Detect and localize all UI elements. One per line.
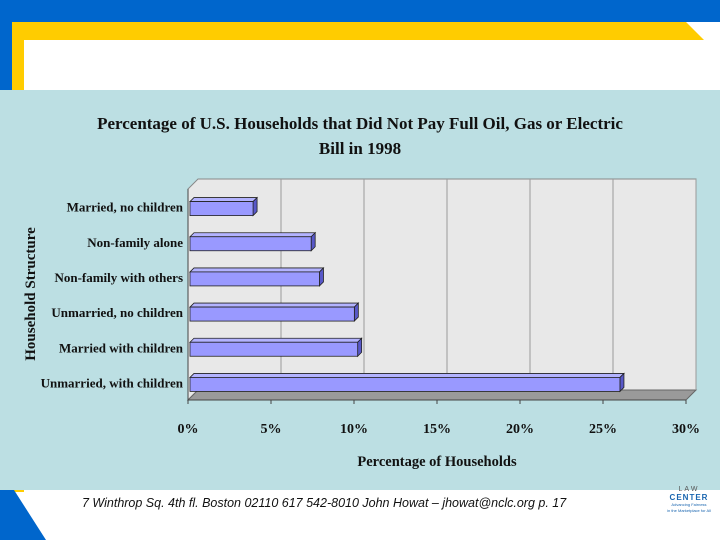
x-tick-label: 15% xyxy=(423,422,451,437)
category-label: Non-family with others xyxy=(54,270,183,285)
bar-top xyxy=(189,267,325,273)
frame-blue-top xyxy=(0,0,720,22)
chart-panel: Percentage of U.S. Households that Did N… xyxy=(0,90,720,490)
category-label: Married, no children xyxy=(67,200,184,215)
bar xyxy=(189,271,320,287)
footer-contact: 7 Winthrop Sq. 4th fl. Boston 02110 617 … xyxy=(82,496,567,510)
x-tick-label: 10% xyxy=(340,422,368,437)
frame-white-header xyxy=(24,40,720,90)
bar-top xyxy=(189,197,259,202)
frame-blue-corner xyxy=(0,490,46,540)
bar-top xyxy=(189,232,317,238)
x-tick-label: 25% xyxy=(589,422,617,437)
x-tick-label: 30% xyxy=(672,422,700,437)
chart-title-line2: Bill in 1998 xyxy=(318,139,402,158)
bar-chart: Married, no children Non-family alone Non-… xyxy=(23,178,700,470)
logo-line1: LAW xyxy=(678,486,700,493)
x-tick-label: 0% xyxy=(178,422,199,437)
logo-line2: CENTER xyxy=(669,493,709,502)
bar-top xyxy=(189,302,360,308)
chart-title-line1: Percentage of U.S. Households that Did N… xyxy=(97,114,623,133)
bar-top xyxy=(189,373,625,378)
bar xyxy=(189,341,359,357)
category-label: Unmarried, with children xyxy=(41,375,184,390)
bar xyxy=(189,306,355,322)
logo-tagline1: Advancing Fairness xyxy=(671,502,707,507)
category-label: Non-family alone xyxy=(87,235,183,250)
y-axis-title: Household Structure xyxy=(23,227,39,361)
bar xyxy=(189,236,312,252)
category-label: Unmarried, no children xyxy=(51,305,183,320)
x-tick-label: 5% xyxy=(261,422,282,437)
plot-back-wall xyxy=(187,178,697,402)
x-axis-title: Percentage of Households xyxy=(357,454,517,470)
bar xyxy=(189,201,254,216)
law-center-logo: LAW CENTER Advancing Fairness in the Mar… xyxy=(661,486,717,514)
logo-tagline2: in the Marketplace for All xyxy=(667,508,711,513)
x-tick-label: 20% xyxy=(506,422,534,437)
category-label: Married with children xyxy=(59,340,184,355)
bar xyxy=(189,377,621,392)
bar-top xyxy=(189,337,363,343)
